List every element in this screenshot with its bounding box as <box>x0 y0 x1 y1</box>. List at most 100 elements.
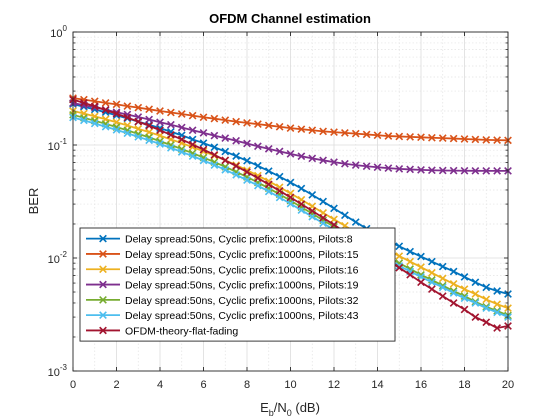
data-point <box>406 257 414 266</box>
x-tick-label: 8 <box>244 379 250 391</box>
data-point <box>145 136 153 145</box>
data-point <box>123 129 132 138</box>
data-point <box>417 166 425 174</box>
data-point <box>384 164 393 173</box>
data-point <box>449 267 458 276</box>
data-point <box>177 123 186 132</box>
legend-marker <box>99 295 107 304</box>
data-point <box>275 122 284 131</box>
data-point <box>297 184 306 193</box>
data-point <box>482 283 491 292</box>
x-tick-label: 20 <box>502 379 514 391</box>
data-point <box>232 162 240 170</box>
legend-entry: OFDM-theory-flat-fading <box>86 325 238 337</box>
data-point <box>438 262 447 271</box>
data-point <box>362 162 371 171</box>
data-point <box>167 108 175 117</box>
y-axis-title: BER <box>26 188 41 215</box>
data-point <box>254 174 262 183</box>
data-point <box>210 143 219 152</box>
data-point <box>449 280 458 288</box>
data-point <box>232 117 240 126</box>
data-point <box>145 105 153 114</box>
data-point <box>351 129 360 138</box>
data-point <box>460 135 469 143</box>
data-point <box>221 147 230 156</box>
data-point <box>297 125 306 134</box>
data-point <box>406 247 414 256</box>
data-point <box>438 292 447 300</box>
x-tick-label: 4 <box>157 379 163 391</box>
data-point <box>243 168 251 176</box>
data-point <box>428 278 436 287</box>
data-point <box>330 158 338 166</box>
legend: Delay spread:50ns, Cyclic prefix:1000ns,… <box>79 227 396 342</box>
data-point <box>188 140 197 149</box>
data-point <box>428 166 436 175</box>
data-point <box>177 148 186 156</box>
data-point <box>297 152 306 161</box>
data-point <box>384 132 393 140</box>
chart-title: OFDM Channel estimation <box>209 11 371 26</box>
data-point <box>330 204 338 213</box>
data-point <box>319 213 327 222</box>
data-point <box>80 116 88 125</box>
data-point <box>188 152 197 161</box>
data-point <box>395 164 404 173</box>
data-point <box>275 193 284 202</box>
data-point <box>493 300 501 309</box>
data-point <box>460 294 469 303</box>
data-point <box>167 144 175 152</box>
data-point <box>243 118 251 127</box>
legend-marker <box>99 265 107 274</box>
data-point <box>351 218 360 226</box>
data-point <box>101 106 110 114</box>
x-tick-label: 10 <box>284 379 296 391</box>
data-point <box>330 220 338 229</box>
data-point <box>264 121 273 130</box>
data-point <box>482 136 491 144</box>
data-point <box>493 167 501 175</box>
y-tick-label: 10-1 <box>48 137 68 153</box>
data-point <box>90 102 99 111</box>
series-4 <box>69 99 512 175</box>
data-point <box>264 180 273 189</box>
data-point <box>471 299 480 307</box>
legend-label: Delay spread:50ns, Cyclic prefix:1000ns,… <box>125 310 359 322</box>
data-point <box>134 103 143 112</box>
data-point <box>134 117 143 126</box>
data-point <box>438 283 447 292</box>
legend-marker <box>99 250 107 258</box>
data-point <box>395 263 404 272</box>
data-point <box>460 305 469 314</box>
legend-entry: Delay spread:50ns, Cyclic prefix:1000ns,… <box>86 249 359 261</box>
data-point <box>275 172 284 181</box>
data-point <box>460 273 469 281</box>
legend-label: Delay spread:50ns, Cyclic prefix:1000ns,… <box>125 234 353 246</box>
data-point <box>210 131 219 140</box>
data-point <box>395 252 404 260</box>
data-point <box>308 126 317 135</box>
data-point <box>308 154 317 163</box>
x-tick-label: 16 <box>415 379 427 391</box>
data-point <box>221 116 230 124</box>
data-point <box>177 110 186 118</box>
x-tick-label: 0 <box>70 379 76 391</box>
data-point <box>428 285 436 294</box>
legend-entry: Delay spread:50ns, Cyclic prefix:1000ns,… <box>86 234 353 246</box>
data-point <box>232 171 240 179</box>
data-point <box>341 159 349 168</box>
data-point <box>210 161 219 169</box>
data-point <box>254 120 262 128</box>
data-point <box>254 181 262 190</box>
data-point <box>199 145 208 154</box>
data-point <box>373 131 382 140</box>
data-point <box>188 111 197 120</box>
legend-label: Delay spread:50ns, Cyclic prefix:1000ns,… <box>125 280 359 292</box>
data-point <box>243 156 251 165</box>
data-point <box>156 126 164 135</box>
data-point <box>493 287 501 295</box>
x-tick-label: 14 <box>371 379 383 391</box>
